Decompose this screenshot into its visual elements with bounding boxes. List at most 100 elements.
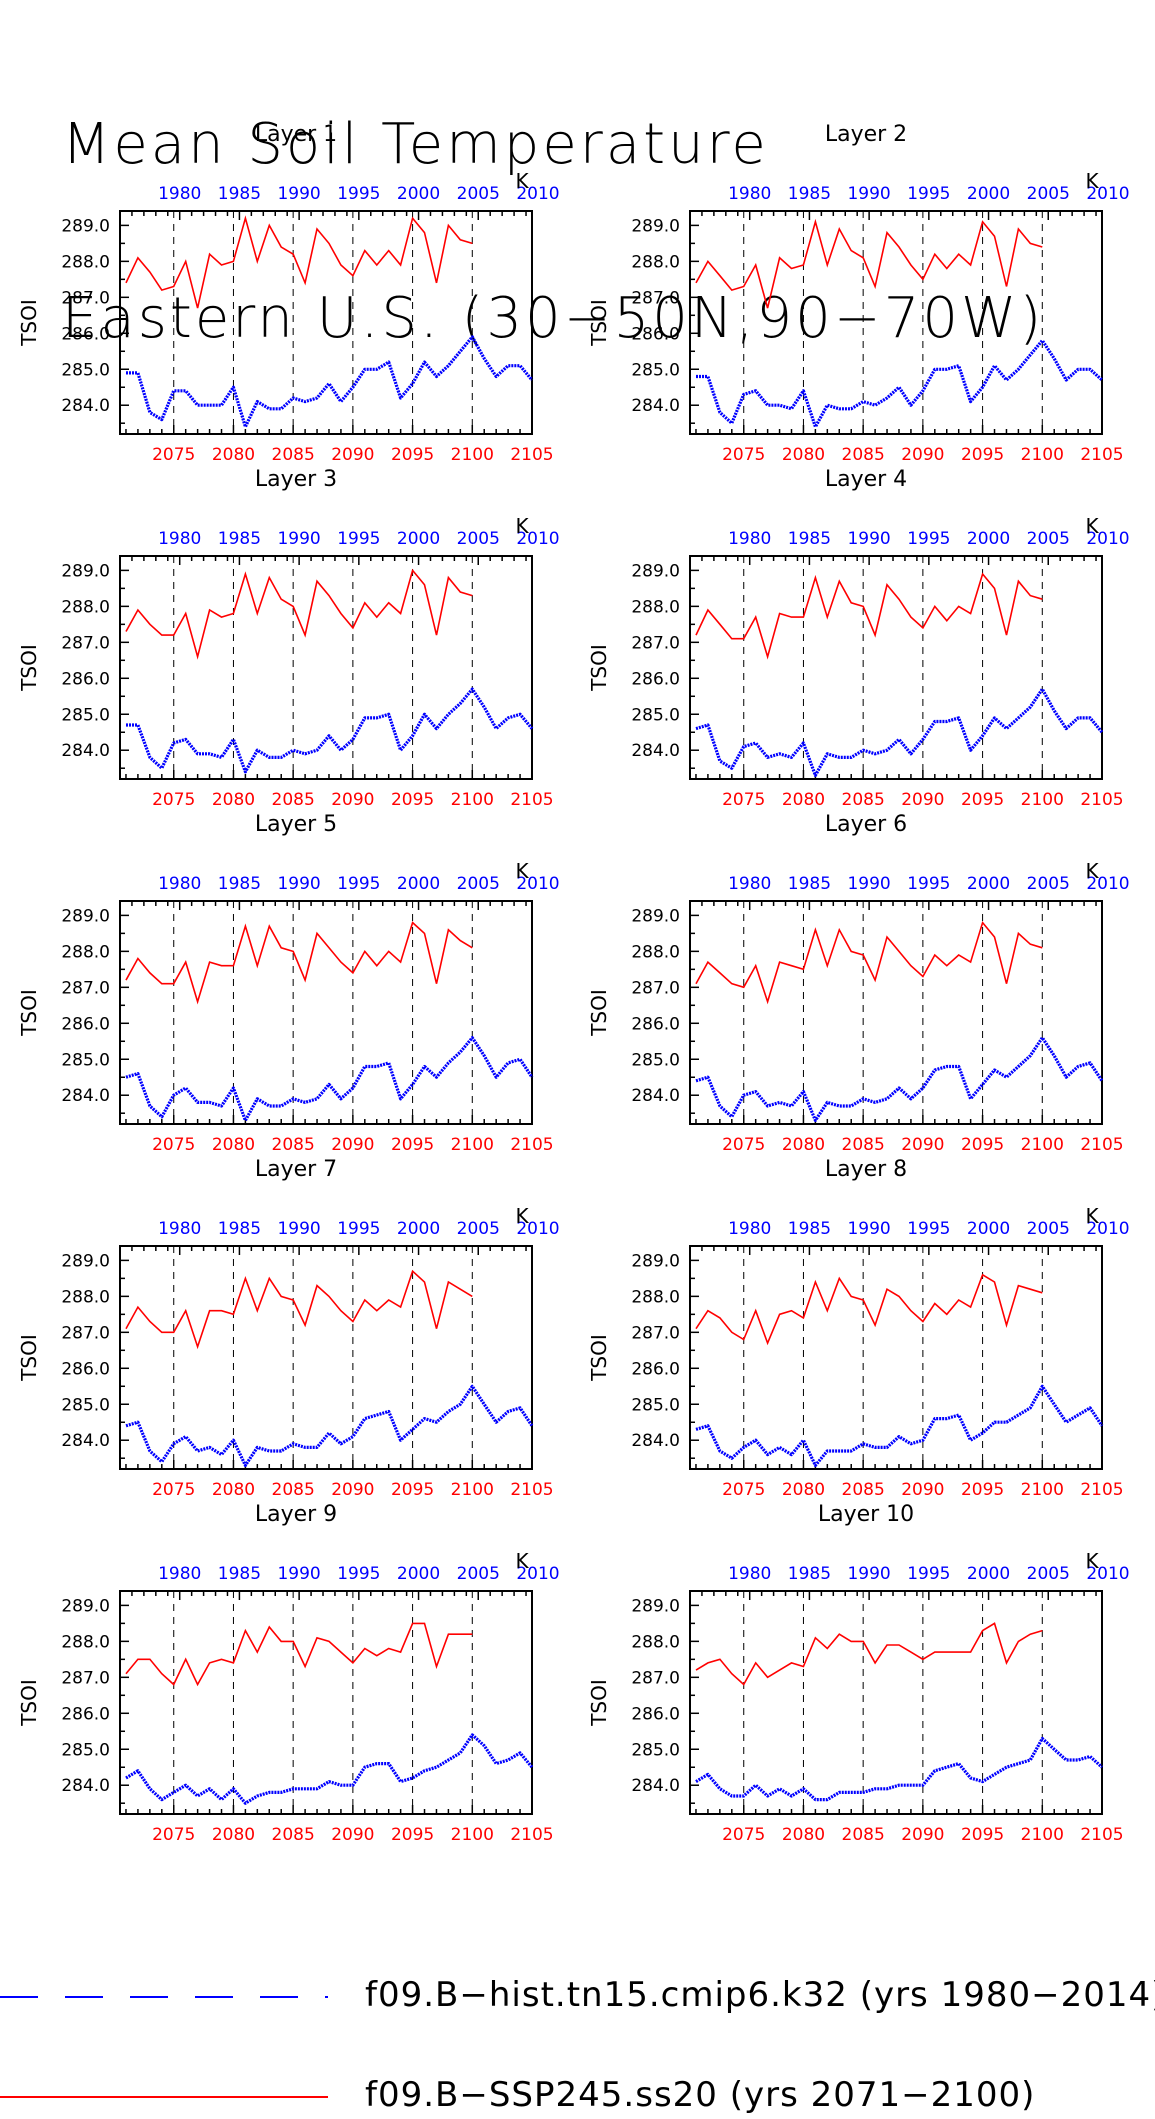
top-x-tick-label: 2010 [516, 184, 559, 204]
y-tick-label: 287.0 [61, 978, 110, 998]
x-tick-label: 2095 [961, 1135, 1004, 1155]
plot-frame [689, 900, 1103, 1125]
top-x-tick-label: 2010 [1086, 184, 1129, 204]
panel-8: Layer 8 2075 2080 2085 2090 2095 2100 2105 1980 1… [587, 1157, 1130, 1500]
y-tick-label: 284.0 [61, 1086, 110, 1106]
top-x-tick-label: 1980 [728, 529, 771, 549]
series-future-line [695, 920, 1043, 1005]
series-future-line [695, 572, 1043, 660]
x-tick-label: 2095 [391, 1825, 434, 1845]
x-tick-label: 2100 [1021, 1135, 1064, 1155]
top-x-tick-label: 2000 [397, 1219, 440, 1239]
x-tick-label: 2085 [272, 1480, 315, 1500]
x-tick-label: 2090 [331, 445, 374, 465]
panel-7: Layer 7 2075 2080 2085 2090 2095 2100 2105 1980 1… [17, 1157, 560, 1500]
y-tick-label: 286.0 [61, 1704, 110, 1724]
y-tick-label: 284.0 [631, 741, 680, 761]
series-future-line [695, 1622, 1043, 1686]
x-tick-label: 2090 [901, 790, 944, 810]
x-tick-label: 2090 [901, 1825, 944, 1845]
top-x-tick-label: 2005 [1027, 1564, 1070, 1584]
panel-title: Layer 5 [255, 812, 337, 837]
top-x-tick-label: 1980 [158, 1219, 201, 1239]
top-x-tick-label: 2000 [967, 874, 1010, 894]
y-tick-label: 286.0 [61, 1359, 110, 1379]
y-tick-label: 285.0 [631, 360, 680, 380]
x-tick-label: 2080 [212, 445, 255, 465]
series-future-line [125, 1269, 473, 1350]
y-tick-label: 287.0 [631, 1668, 680, 1688]
units-label: K [515, 169, 529, 193]
y-tick-label: 287.0 [631, 288, 680, 308]
panel-5: Layer 5 2075 2080 2085 2090 2095 2100 2105 1980 1… [17, 812, 560, 1155]
y-axis-label: TSOI [17, 989, 41, 1037]
legend-hist-label: f09.B−hist.tn15.cmip6.k32 (yrs 1980−2014… [365, 1975, 1155, 2015]
y-tick-label: 285.0 [61, 1740, 110, 1760]
y-tick-label: 287.0 [61, 1323, 110, 1343]
top-x-tick-label: 2000 [397, 529, 440, 549]
y-axis-label: TSOI [17, 299, 41, 347]
series-hist-line [125, 1733, 534, 1805]
chart-title: Mean Soil Temperature Eastern U.S. (30−5… [62, 0, 1044, 406]
x-tick-label: 2090 [901, 445, 944, 465]
top-x-tick-label: 2000 [967, 529, 1010, 549]
top-x-tick-label: 1980 [158, 184, 201, 204]
x-tick-label: 2100 [451, 1825, 494, 1845]
units-label: K [515, 514, 529, 538]
top-x-tick-label: 1985 [788, 529, 831, 549]
panel-title: Layer 1 [255, 122, 337, 147]
y-tick-label: 289.0 [61, 906, 110, 926]
top-x-tick-label: 2010 [516, 1564, 559, 1584]
y-tick-label: 285.0 [61, 360, 110, 380]
x-tick-label: 2085 [272, 1825, 315, 1845]
units-label: K [1085, 514, 1099, 538]
top-x-tick-label: 1995 [907, 1564, 950, 1584]
top-x-tick-label: 2000 [967, 184, 1010, 204]
x-tick-label: 2085 [272, 1135, 315, 1155]
top-x-tick-label: 1985 [788, 1564, 831, 1584]
series-future-line [125, 215, 473, 309]
x-tick-label: 2095 [391, 790, 434, 810]
x-tick-label: 2105 [510, 1135, 553, 1155]
units-label: K [1085, 1549, 1099, 1573]
top-x-tick-label: 1995 [907, 184, 950, 204]
top-x-tick-label: 1985 [788, 184, 831, 204]
y-tick-label: 289.0 [631, 1596, 680, 1616]
y-tick-label: 286.0 [61, 669, 110, 689]
x-tick-label: 2085 [842, 445, 885, 465]
x-tick-label: 2100 [1021, 1480, 1064, 1500]
y-tick-label: 287.0 [61, 1668, 110, 1688]
panel-6: Layer 6 2075 2080 2085 2090 2095 2100 2105 1980 1… [587, 812, 1130, 1155]
top-x-tick-label: 1980 [728, 1564, 771, 1584]
x-tick-label: 2100 [451, 445, 494, 465]
x-tick-label: 2095 [391, 1135, 434, 1155]
top-x-tick-label: 1985 [218, 1564, 261, 1584]
series-hist-line [695, 687, 1104, 778]
y-tick-label: 285.0 [61, 1395, 110, 1415]
top-x-tick-label: 1980 [158, 1564, 201, 1584]
y-tick-label: 284.0 [61, 1431, 110, 1451]
y-axis-label: TSOI [17, 644, 41, 692]
top-x-tick-label: 1985 [788, 874, 831, 894]
x-tick-label: 2075 [722, 445, 765, 465]
panel-title: Layer 3 [255, 467, 337, 492]
x-tick-label: 2105 [1080, 790, 1123, 810]
legend-future-label: f09.B−SSP245.ss20 (yrs 2071−2100) [365, 2075, 1036, 2115]
x-tick-label: 2075 [152, 1480, 195, 1500]
plot-frame [689, 1590, 1103, 1815]
y-tick-label: 286.0 [61, 324, 110, 344]
y-tick-label: 286.0 [631, 1359, 680, 1379]
series-future-line [125, 921, 473, 1005]
y-axis-label: TSOI [17, 1679, 41, 1727]
x-tick-label: 2105 [1080, 445, 1123, 465]
top-x-tick-label: 1995 [907, 874, 950, 894]
x-tick-label: 2100 [1021, 1825, 1064, 1845]
x-tick-label: 2090 [331, 790, 374, 810]
units-label: K [1085, 169, 1099, 193]
top-x-tick-label: 2005 [1027, 184, 1070, 204]
series-hist-line [695, 1384, 1104, 1468]
x-tick-label: 2090 [331, 1480, 374, 1500]
y-tick-label: 288.0 [631, 1287, 680, 1307]
top-x-tick-label: 1995 [337, 874, 380, 894]
